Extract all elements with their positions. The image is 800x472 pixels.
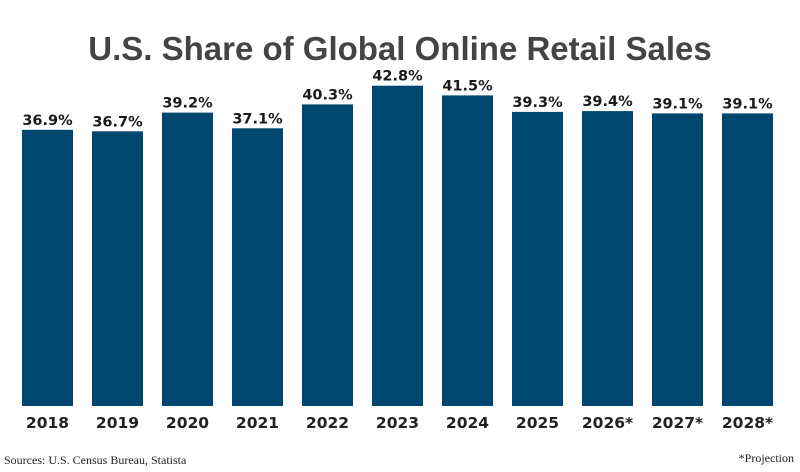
bar-value-label: 36.9%	[22, 113, 73, 129]
bar-2028	[722, 113, 773, 407]
bar-2024	[442, 95, 493, 407]
bar-value-label: 36.7%	[92, 114, 143, 130]
x-tick-label: 2026*	[582, 414, 633, 432]
bar-value-label: 42.8%	[372, 69, 423, 85]
bar-value-label: 39.1%	[722, 96, 773, 112]
x-tick-label: 2024	[446, 414, 489, 432]
bar-2020	[162, 112, 213, 406]
bar-value-label: 39.4%	[582, 94, 633, 110]
x-tick-label: 2025	[516, 414, 559, 432]
x-tick-label: 2022	[306, 414, 349, 432]
x-tick-label: 2018	[26, 414, 69, 432]
bar-2021	[232, 128, 283, 407]
chart-title: U.S. Share of Global Online Retail Sales	[88, 30, 712, 67]
bar-value-label: 40.3%	[302, 87, 353, 103]
x-tick-label: 2023	[376, 414, 419, 432]
projection-note: *Projection	[738, 451, 794, 465]
bar-2026	[582, 111, 633, 406]
bar-value-label: 39.3%	[512, 95, 563, 111]
x-tick-label: 2020	[166, 414, 209, 432]
x-tick-label: 2027*	[652, 414, 703, 432]
bar-value-label: 39.2%	[162, 96, 213, 112]
x-tick-label: 2021	[236, 414, 279, 432]
bar-2023	[372, 85, 423, 406]
bar-value-label: 39.1%	[652, 96, 703, 112]
bar-2019	[92, 131, 143, 407]
bar-2018	[22, 129, 73, 407]
bar-value-label: 37.1%	[232, 111, 283, 127]
bar-2025	[512, 111, 563, 407]
x-tick-label: 2028*	[722, 414, 773, 432]
source-note: Sources: U.S. Census Bureau, Statista	[4, 453, 187, 467]
bar-2022	[302, 104, 353, 407]
bar-2027	[652, 113, 703, 407]
x-tick-label: 2019	[96, 414, 139, 432]
bar-value-label: 41.5%	[442, 78, 493, 94]
